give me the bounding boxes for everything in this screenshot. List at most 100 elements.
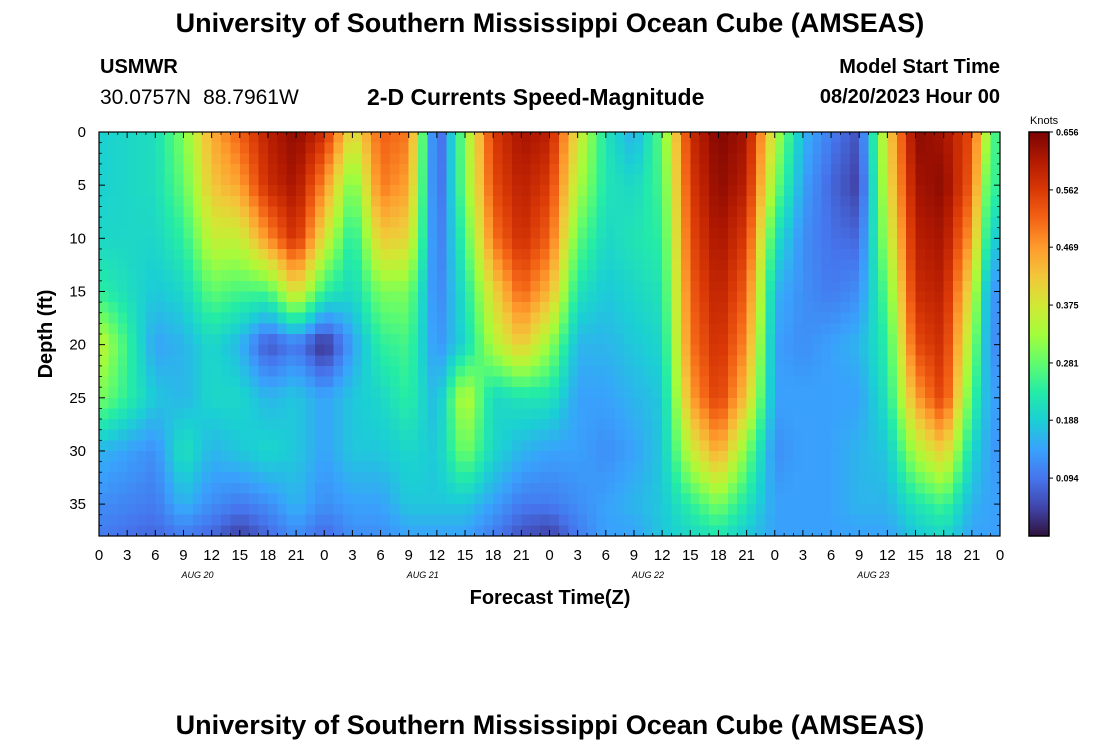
heatmap-cell [765,429,776,441]
heatmap-cell [877,504,888,516]
heatmap-cell [277,153,288,165]
heatmap-cell [924,493,935,505]
heatmap-cell [924,482,935,495]
heatmap-cell [540,419,551,431]
heatmap-cell [802,376,813,388]
heatmap-cell [699,195,710,208]
heatmap-cell [605,493,616,505]
x-axis-label: Forecast Time(Z) [470,587,631,609]
heatmap-cell [971,291,982,303]
heatmap-cell [174,153,185,165]
heatmap-cell [343,302,354,314]
heatmap-cell [436,270,447,282]
heatmap-cell [258,280,269,293]
heatmap-cell [596,514,607,526]
heatmap-cell [943,206,954,218]
heatmap-cell [802,312,813,324]
heatmap-cell [493,195,504,208]
heatmap-cell [530,461,541,473]
heatmap-cell [371,312,382,324]
heatmap-cell [671,217,682,229]
heatmap-cell [709,142,720,154]
heatmap-cell [164,514,175,526]
heatmap-cell [680,323,691,335]
heatmap-cell [511,153,522,165]
heatmap-cell [605,514,616,526]
heatmap-cell [981,217,992,229]
heatmap-cell [155,227,166,239]
heatmap-cell [746,408,757,420]
heatmap-cell [145,355,156,367]
heatmap-cell [624,387,635,399]
heatmap-cell [530,355,541,367]
heatmap-cell [174,195,185,208]
heatmap-cell [877,419,888,431]
heatmap-cell [380,493,391,505]
heatmap-cell [971,248,982,261]
heatmap-cell [465,132,476,144]
heatmap-cell [183,142,194,154]
heatmap-cell [493,355,504,367]
heatmap-cell [671,259,682,271]
heatmap-cell [408,376,419,388]
heatmap-cell [483,355,494,367]
heatmap-cell [446,291,457,303]
heatmap-cell [737,174,748,186]
heatmap-cell [718,461,729,473]
heatmap-cell [643,270,654,282]
heatmap-cell [906,280,917,293]
heatmap-cell [981,525,992,537]
heatmap-cell [117,493,128,505]
heatmap-cell [558,291,569,303]
heatmap-cell [981,163,992,176]
heatmap-cell [174,323,185,335]
heatmap-cell [915,376,926,388]
heatmap-cell [305,344,316,356]
heatmap-cell [643,142,654,154]
heatmap-cell [314,174,325,186]
heatmap-cell [211,312,222,324]
heatmap-cell [765,440,776,452]
heatmap-cell [277,132,288,144]
heatmap-cell [380,504,391,516]
heatmap-cell [699,355,710,367]
heatmap-cell [840,323,851,335]
heatmap-cell [699,206,710,218]
heatmap-cell [164,153,175,165]
heatmap-cell [493,482,504,495]
heatmap-cell [765,302,776,314]
heatmap-cell [361,142,372,154]
heatmap-cell [258,450,269,463]
heatmap-cell [746,504,757,516]
heatmap-cell [455,259,466,271]
heatmap-cell [680,291,691,303]
heatmap-cell [455,206,466,218]
heatmap-cell [465,450,476,463]
heatmap-cell [971,174,982,186]
heatmap-cell [558,429,569,441]
heatmap-cell [774,493,785,505]
heatmap-cell [258,376,269,388]
heatmap-cell [934,365,945,378]
heatmap-cell [371,376,382,388]
heatmap-cell [549,132,560,144]
heatmap-cell [99,504,109,516]
heatmap-cell [981,355,992,367]
heatmap-cell [568,238,579,250]
heatmap-cell [615,365,626,378]
heatmap-cell [361,270,372,282]
heatmap-cell [718,387,729,399]
heatmap-cell [99,291,109,303]
heatmap-cell [436,514,447,526]
heatmap-cell [502,291,513,303]
heatmap-cell [652,302,663,314]
heatmap-cell [436,450,447,463]
heatmap-cell [249,280,260,293]
heatmap-cell [446,142,457,154]
heatmap-cell [709,163,720,176]
heatmap-cell [436,238,447,250]
heatmap-cell [840,365,851,378]
heatmap-cell [840,472,851,484]
heatmap-cell [221,376,231,388]
heatmap-cell [709,461,720,473]
